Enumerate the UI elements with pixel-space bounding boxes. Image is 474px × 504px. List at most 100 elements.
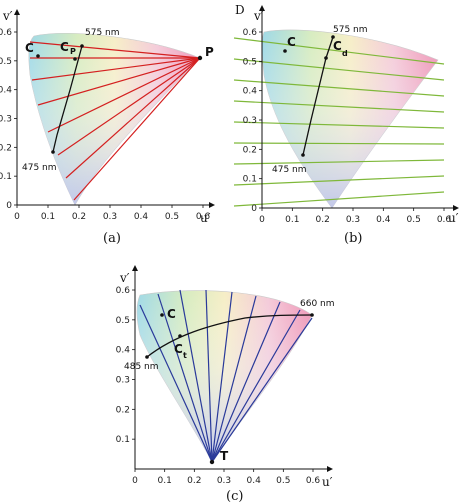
- panel-b-x-tick-label: 0.4: [376, 215, 391, 225]
- panel-c-confusion-line: [211, 291, 233, 463]
- panel-c-confusion-line: [179, 289, 213, 463]
- panel-a-confusion-line: [31, 57, 201, 81]
- panel-b-confusion-line: [233, 175, 445, 186]
- panel-c-confusion-line: [211, 295, 257, 463]
- panel-c-tritanopia: C C t T 660 nm 485 nm 0 0.1 0.2 0.3 0.4 0.5 0.…: [116, 265, 335, 504]
- panel-a-confusion-line: [29, 41, 201, 59]
- panel-b-deuteranopia: C C d 575 nm 475 nm D 0 0.1 0.2 0.3 0.4 0.5 0.…: [233, 3, 459, 246]
- panel-c-x-tick-label: 0.3: [217, 476, 231, 486]
- panel-a-confusion-line: [47, 57, 201, 133]
- panel-b-confusion-line: [233, 159, 445, 165]
- panel-b-point-cd: [324, 56, 328, 60]
- panel-a-y-label: v′: [2, 9, 13, 23]
- panel-a-locus-curve: [52, 45, 83, 153]
- panel-a-x-tick-label: 0.6: [196, 212, 211, 222]
- panel-a-label-p: P: [205, 45, 214, 59]
- panel-b-locus-curve: [302, 36, 334, 156]
- panel-c-confusion-line: [211, 309, 301, 463]
- panel-c-label-660: 660 nm: [300, 299, 335, 309]
- panel-c-locus-curve: [146, 314, 313, 358]
- panel-b-y-tick-label: 0.5: [243, 57, 257, 67]
- panel-c-y-tick-label: 0.2: [116, 405, 130, 415]
- panel-c-x-tick-label: 0.5: [276, 476, 290, 486]
- panel-c-confusion-line: [139, 304, 213, 463]
- panel-a-label-cp: C: [60, 40, 69, 54]
- panel-b-x-tick-label: 0.2: [316, 215, 330, 225]
- panel-b-x-tick-label: 0.5: [407, 215, 421, 225]
- panel-b-label-d: D: [235, 3, 245, 17]
- panel-b-y-tick-label: 0.6: [243, 28, 258, 38]
- panel-b-y-tick-label: 0.3: [243, 116, 257, 126]
- panel-a-label-cp-sub: P: [70, 47, 76, 56]
- panel-a-confusion-line: [73, 57, 201, 201]
- panel-c-x-tick-label: 0.4: [247, 476, 262, 486]
- panel-b-confusion-line: [233, 79, 445, 97]
- panel-b-y-tick-label: 0.4: [243, 87, 258, 97]
- panel-b-y-ticks: 0 0.1 0.2 0.3 0.4 0.5 0.6: [243, 28, 262, 214]
- panel-a-x-tick-label: 0.4: [134, 212, 149, 222]
- panel-c-point-c: [160, 313, 164, 317]
- panel-c-confusion-line: [211, 301, 281, 463]
- panel-c-confusion-line: [211, 317, 313, 463]
- panel-c-label-ct-sub: t: [183, 351, 187, 360]
- panel-a-x-tick-label: 0.3: [103, 212, 117, 222]
- panel-b-y-label: v′: [253, 9, 264, 23]
- panel-b-confusion-line: [233, 142, 445, 145]
- panel-c-point-t: [209, 459, 215, 465]
- panel-c-confusion-line: [157, 293, 213, 463]
- panel-b-point-575: [331, 35, 335, 39]
- panel-a-x-label: u′: [200, 211, 211, 225]
- panel-b-y-tick-label: 0.1: [243, 175, 257, 185]
- panel-c-label-ct: C: [174, 342, 183, 356]
- panel-b-confusion-line: [233, 121, 445, 129]
- panel-a-point-p: [197, 55, 203, 61]
- panel-b-label-c: C: [287, 35, 296, 49]
- panel-b-x-tick-label: 0: [259, 215, 265, 225]
- panel-c-y-tick-label: 0.5: [116, 316, 130, 326]
- panel-a-confusion-line: [37, 57, 201, 106]
- panel-c-y-tick-label: 0.4: [116, 346, 131, 356]
- panel-c-x-tick-label: 0.1: [158, 476, 172, 486]
- panel-b-caption: (b): [344, 231, 362, 246]
- panel-c-label-c: C: [167, 307, 176, 321]
- panel-c-y-ticks: 0.1 0.2 0.3 0.4 0.5 0.6: [116, 286, 135, 445]
- panel-a-y-tick-label: 0.3: [0, 115, 12, 125]
- panel-c-x-tick-label: 0: [132, 476, 138, 486]
- panel-b-label-475: 475 nm: [272, 165, 307, 175]
- panel-a-y-tick-label: 0.5: [0, 57, 12, 67]
- panel-b-point-475: [301, 153, 305, 157]
- panel-a-y-tick-label: 0.4: [0, 86, 12, 96]
- panel-a-label-475: 475 nm: [22, 163, 57, 173]
- panel-a-protanopia: C C P P 575 nm 475 nm 0 0.1 0.2 0.3 0.4 0.5 0.…: [0, 9, 215, 246]
- panel-a-confusion-line: [65, 57, 201, 179]
- panel-b-confusion-line: [233, 191, 445, 207]
- panel-a-label-575: 575 nm: [85, 28, 120, 38]
- panel-c-y-tick-label: 0.6: [116, 286, 131, 296]
- panel-a-y-tick-label: 0.2: [0, 143, 12, 153]
- panel-a-point-c: [36, 54, 40, 58]
- panel-b-x-tick-label: 0.1: [285, 215, 299, 225]
- panel-b-point-c: [283, 49, 287, 53]
- panel-b-y-tick-label: 0.2: [243, 145, 257, 155]
- panel-c-y-tick-label: 0.1: [116, 435, 130, 445]
- panel-c-label-t: T: [220, 449, 229, 463]
- panel-b-label-cd-sub: d: [342, 49, 348, 58]
- panel-a-point-575: [80, 44, 84, 48]
- panel-c-confusion-line: [205, 289, 213, 463]
- panel-c-caption: (c): [226, 489, 243, 504]
- panel-a-x-ticks: 0 0.1 0.2 0.3 0.4 0.5 0.6: [14, 205, 210, 222]
- panel-c-x-label: u′: [322, 475, 333, 489]
- panel-a-caption: (a): [103, 231, 121, 246]
- panel-a-y-ticks: 0 0.1 0.2 0.3 0.4 0.5 0.6: [0, 28, 17, 211]
- panel-b-x-ticks: 0 0.1 0.2 0.3 0.4 0.5 0.6: [259, 208, 451, 225]
- panel-c-point-660: [310, 313, 314, 317]
- panel-c-point-485: [145, 355, 149, 359]
- panel-a-label-c: C: [25, 41, 34, 55]
- panel-b-label-cd: C: [333, 39, 342, 53]
- panel-c-x-tick-label: 0.2: [187, 476, 201, 486]
- panel-a-y-tick-label: 0: [6, 201, 12, 211]
- panel-a-point-475: [51, 150, 55, 154]
- panel-c-x-ticks: 0 0.1 0.2 0.3 0.4 0.5 0.6: [132, 469, 320, 486]
- panel-a-point-cp: [73, 57, 77, 61]
- panel-b-confusion-lines: [233, 37, 445, 207]
